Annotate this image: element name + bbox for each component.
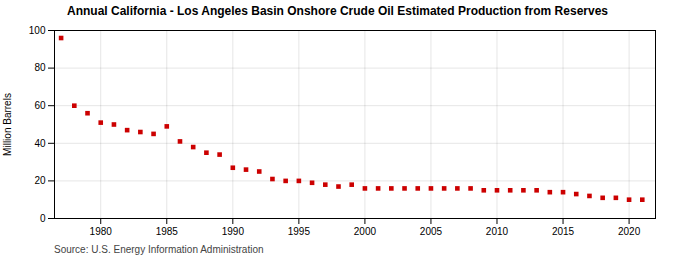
svg-text:60: 60 [34,100,46,111]
svg-text:80: 80 [34,62,46,73]
svg-text:2000: 2000 [354,226,377,237]
svg-text:2020: 2020 [618,226,641,237]
html-text:Source: U.S. Energy Informatio: Source: U.S. Energy Information Administ… [54,244,264,255]
svg-text:2015: 2015 [552,226,575,237]
svg-text:0: 0 [40,213,46,224]
svg-text:2010: 2010 [486,226,509,237]
svg-text:40: 40 [34,138,46,149]
svg-text:1990: 1990 [222,226,245,237]
svg-text:1980: 1980 [90,226,113,237]
svg-text:1985: 1985 [156,226,179,237]
html-text:Annual California - Los Angele: Annual California - Los Angeles Basin On… [67,4,608,18]
svg-text:2005: 2005 [420,226,443,237]
svg-text:100: 100 [29,25,46,36]
svg-text:20: 20 [34,175,46,186]
svg-text:1995: 1995 [288,226,311,237]
svg-text:Million Barrels: Million Barrels [2,93,13,156]
